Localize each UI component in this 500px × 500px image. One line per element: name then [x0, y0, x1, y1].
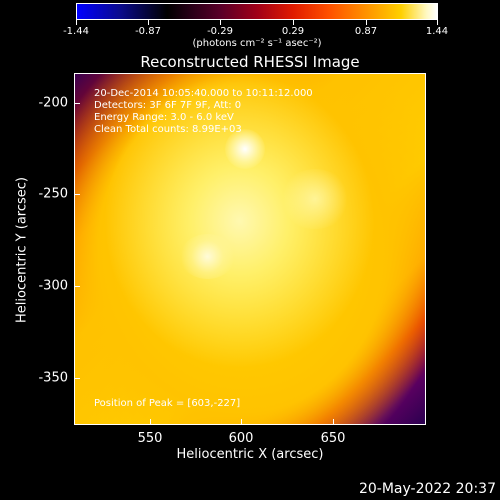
colorbar [76, 3, 438, 20]
intensity-blob [180, 234, 235, 279]
x-tick [150, 419, 151, 425]
y-tick [74, 103, 80, 104]
colorbar-tick-label: 1.44 [425, 26, 449, 37]
colorbar-tick [220, 20, 221, 25]
y-tick-label: -350 [38, 370, 68, 386]
x-tick-label: 600 [228, 431, 254, 446]
info-detectors: Detectors: 3F 6F 7F 9F, Att: 0 [94, 100, 242, 111]
x-tick [241, 419, 242, 425]
y-tick-label: -250 [38, 186, 68, 202]
colorbar-tick-label: -0.87 [135, 26, 161, 37]
x-axis-label: Heliocentric X (arcsec) [176, 447, 324, 462]
y-tick [74, 194, 80, 195]
y-axis-label: Heliocentric Y (arcsec) [14, 177, 30, 323]
x-tick-label: 550 [137, 431, 163, 446]
intensity-peak [225, 129, 265, 169]
intensity-blob [280, 169, 350, 229]
y-tick [74, 378, 80, 379]
colorbar-tick-label: -0.29 [207, 26, 233, 37]
colorbar-tick [366, 20, 367, 25]
x-tick [333, 419, 334, 425]
info-time-range: 20-Dec-2014 10:05:40.000 to 10:11:12.000 [94, 88, 313, 99]
x-tick-label: 650 [320, 431, 346, 446]
colorbar-tick [437, 20, 438, 25]
y-tick [74, 286, 80, 287]
colorbar-tick [76, 20, 77, 25]
timestamp: 20-May-2022 20:37 [358, 481, 496, 497]
plot-title: Reconstructed RHESSI Image [140, 53, 360, 71]
y-tick-label: -300 [38, 278, 68, 294]
info-peak-position: Position of Peak = [603,-227] [94, 398, 241, 409]
colorbar-tick-label: 0.87 [354, 26, 378, 37]
colorbar-tick [148, 20, 149, 25]
colorbar-units: (photons cm⁻² s⁻¹ asec⁻²) [192, 38, 322, 49]
info-clean-counts: Clean Total counts: 8.99E+03 [94, 124, 242, 135]
image-plot-area [74, 73, 426, 425]
colorbar-tick [293, 20, 294, 25]
info-energy-range: Energy Range: 3.0 - 6.0 keV [94, 112, 234, 123]
y-tick-label: -200 [38, 95, 68, 111]
colorbar-tick-label: -1.44 [63, 26, 89, 37]
colorbar-tick-label: 0.29 [281, 26, 305, 37]
